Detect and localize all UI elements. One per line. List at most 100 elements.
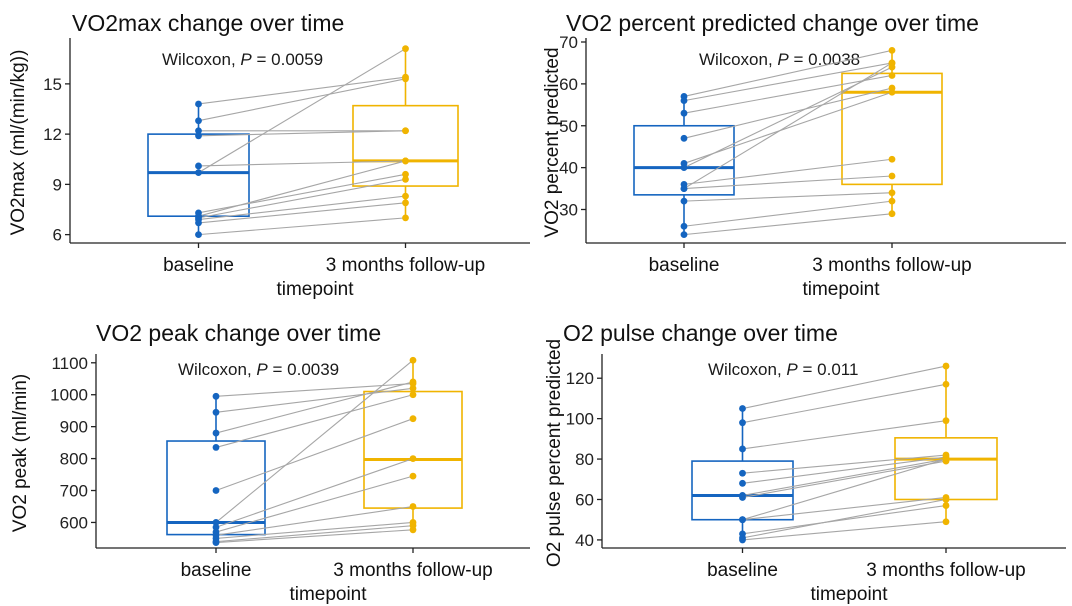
baseline-point [739,479,746,487]
y-tick-label: 30 [559,201,578,220]
chart-panel-vo2max: VO2max change over time Wilcoxon, P = 0.0… [0,0,536,303]
pair-line [683,62,893,190]
baseline-point [195,127,202,135]
pair-line [742,456,947,484]
pair-line [215,381,414,434]
baseline-point [212,429,220,437]
baseline-point [739,469,746,477]
y-tick-label: 80 [575,450,594,469]
baseline-point [680,197,688,205]
baseline-point [739,536,746,544]
pair-line [198,178,406,219]
pair-line [742,505,947,535]
baseline-point [680,109,688,117]
followup-point [888,59,896,67]
pair-line [742,454,947,474]
pair-line [742,458,947,521]
followup-point [402,199,409,207]
wilcoxon-annotation: Wilcoxon, P = 0.011 [708,360,858,379]
y-tick-label: 1100 [51,354,88,373]
y-tick-label: 100 [566,410,594,429]
followup-point [888,210,896,218]
y-tick-label: 600 [60,513,88,532]
x-category-label: 3 months follow-up [326,255,485,276]
y-tick-label: 1000 [50,386,88,405]
x-category-label: 3 months follow-up [812,255,971,276]
followup-point [402,175,409,183]
baseline-point [680,222,688,230]
chart-vo2max: VO2max change over time Wilcoxon, P = 0.0… [8,10,530,300]
followup-point [402,214,409,222]
pair-line [198,160,406,167]
baseline-point [739,445,746,453]
baseline-point [195,162,202,170]
followup-point [942,417,950,425]
followup-point [942,502,950,509]
x-category-label: 3 months follow-up [866,560,1025,581]
chart-title: VO2max change over time [72,10,344,36]
followup-point [888,189,896,197]
followup-point [888,197,896,205]
followup-point [409,384,417,392]
pair-line [742,521,947,541]
baseline-point [195,219,202,227]
baseline-point [739,419,746,427]
followup-point [402,170,409,178]
baseline-point [212,392,220,400]
baseline-point [680,97,688,105]
y-tick-label: 70 [559,33,578,52]
baseline-point [195,117,202,125]
pair-line [683,213,893,236]
box-iqr [352,104,459,187]
followup-point [888,88,896,96]
chart-vo2-peak: VO2 peak change over time Wilcoxon, P = 0… [10,320,530,605]
baseline-point [680,164,688,172]
baseline-point [212,444,220,451]
pair-line [215,382,414,397]
chart-panel-o2-pulse: O2 pulse change over time Wilcoxon, P = 0… [536,303,1072,606]
pair-line [198,195,406,221]
box-iqr [894,437,998,501]
y-tick-label: 6 [53,226,62,245]
chart-o2-pulse: O2 pulse change over time Wilcoxon, P = 0… [544,320,1066,605]
baseline-point [680,185,688,192]
pair-line [742,420,947,450]
pair-line [198,160,406,217]
pair-line [742,383,947,424]
followup-point [942,496,950,503]
wilcoxon-annotation: Wilcoxon, P = 0.0038 [699,50,860,69]
followup-point [888,72,896,79]
pair-line [742,365,947,410]
annotation-prefix: Wilcoxon, [162,50,240,69]
x-axis-label: timepoint [276,279,354,300]
x-axis-label: timepoint [810,584,888,605]
followup-point [409,356,417,364]
baseline-point [212,539,220,546]
followup-point [402,45,409,53]
y-tick-label: 50 [559,117,578,136]
chart-title: O2 pulse change over time [563,320,838,346]
annotation-suffix: = 0.011 [798,360,859,379]
pair-line [683,175,893,190]
followup-point [402,157,409,165]
y-tick-label: 800 [60,450,88,469]
y-tick-label: 40 [559,159,578,178]
annotation-prefix: Wilcoxon, [699,50,777,69]
followup-point [409,391,417,399]
followup-point [942,362,950,370]
pair-line [198,48,406,174]
pair-line [198,76,406,105]
annotation-p: P [777,50,789,69]
baseline-point [195,132,202,140]
followup-point [888,155,896,163]
pair-line [683,49,893,97]
y-tick-label: 40 [575,531,594,550]
y-tick-label: 9 [53,175,62,194]
pair-line [683,158,893,185]
x-category-label: baseline [163,255,234,276]
followup-point [402,192,409,200]
followup-point [402,127,409,135]
pair-line [198,217,406,236]
x-category-label: baseline [649,255,720,276]
x-category-label: 3 months follow-up [333,560,492,581]
